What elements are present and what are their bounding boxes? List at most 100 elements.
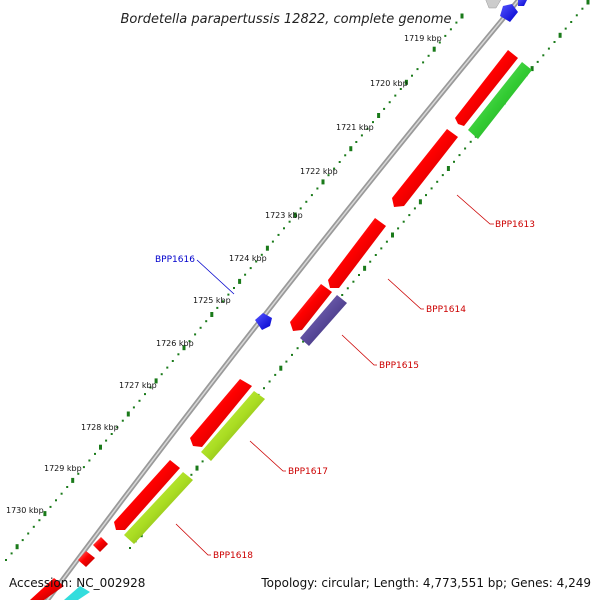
tick-label-1720: 1720 kbp bbox=[370, 79, 408, 88]
gene-label-bpp1614[interactable]: BPP1614 bbox=[426, 305, 466, 315]
inner-track-dot bbox=[385, 240, 388, 243]
tick-label-1723: 1723 kbp bbox=[265, 211, 303, 220]
outer-track-dot bbox=[427, 54, 430, 57]
inner-track-dot bbox=[296, 347, 299, 350]
outer-track-dot bbox=[422, 61, 425, 64]
outer-track-dot bbox=[221, 300, 224, 303]
inner-track-dot bbox=[268, 380, 271, 383]
outer-track-dot bbox=[154, 378, 158, 384]
outer-track-dot bbox=[388, 101, 391, 104]
outer-track-dot bbox=[399, 88, 402, 90]
gene-bpp1618-red[interactable] bbox=[114, 460, 180, 530]
tick-label-1726: 1726 kbp bbox=[156, 339, 194, 348]
inner-track-dot bbox=[581, 7, 584, 10]
gene-features bbox=[30, 0, 532, 600]
inner-track-dot bbox=[430, 187, 433, 190]
inner-track-dot bbox=[263, 387, 265, 390]
outer-track-dot bbox=[144, 393, 146, 396]
inner-track-dot bbox=[408, 214, 411, 217]
inner-track-dot bbox=[374, 254, 377, 256]
gene-red-small-1[interactable] bbox=[93, 537, 108, 552]
inner-track-dot bbox=[441, 174, 444, 177]
outer-track-dot bbox=[360, 134, 363, 137]
leader-bpp1616 bbox=[196, 259, 235, 295]
outer-track-dot bbox=[265, 245, 269, 251]
leader-bpp1613 bbox=[456, 194, 494, 225]
inner-track-dot bbox=[530, 66, 534, 72]
outer-track-dot bbox=[249, 267, 252, 270]
outer-track-dot bbox=[138, 399, 141, 402]
outer-track-dot bbox=[233, 287, 235, 289]
gene-green-1613[interactable] bbox=[468, 62, 532, 139]
outer-track-dot bbox=[288, 220, 291, 223]
outer-track-dot bbox=[205, 320, 208, 323]
outer-track-dot bbox=[71, 477, 75, 483]
genome-backbone-highlight bbox=[46, 0, 520, 600]
gene-bpp1613-b[interactable] bbox=[392, 129, 458, 207]
gene-label-bpp1615[interactable]: BPP1615 bbox=[379, 361, 419, 371]
gene-red-mid[interactable] bbox=[290, 284, 332, 331]
gene-label-bpp1613[interactable]: BPP1613 bbox=[495, 220, 535, 230]
leader-bpp1614 bbox=[387, 278, 424, 310]
gene-label-bpp1618[interactable]: BPP1618 bbox=[213, 551, 253, 561]
gene-bpp1614[interactable] bbox=[328, 218, 386, 288]
gene-cyan-bottom[interactable] bbox=[64, 586, 90, 600]
gene-red-small-2[interactable] bbox=[78, 551, 95, 567]
gene-feature-top-blue-2[interactable] bbox=[518, 0, 528, 6]
outer-track-dot bbox=[383, 107, 386, 110]
gene-purple-1615[interactable] bbox=[300, 295, 347, 346]
inner-track-dot bbox=[542, 54, 545, 57]
inner-track-dot bbox=[391, 232, 394, 238]
outer-track-dot bbox=[377, 113, 381, 118]
gene-bpp1617-red[interactable] bbox=[190, 379, 252, 447]
inner-track-dot bbox=[195, 465, 199, 471]
tick-label-1729: 1729 kbp bbox=[44, 464, 82, 473]
outer-track-dot bbox=[444, 34, 447, 37]
tick-labels: 1719 kbp 1720 kbp 1721 kbp 1722 kbp 1723… bbox=[6, 34, 442, 515]
inner-track-dot bbox=[291, 353, 293, 356]
inner-track-dot bbox=[570, 21, 573, 23]
outer-track-dot bbox=[460, 13, 464, 19]
tick-label-1721: 1721 kbp bbox=[336, 123, 374, 132]
gene-red-bottom[interactable] bbox=[30, 578, 64, 600]
leader-bpp1615 bbox=[341, 334, 377, 366]
inner-track-dot bbox=[358, 274, 360, 276]
gene-lime-1618[interactable] bbox=[124, 472, 193, 544]
tick-label-1727: 1727 kbp bbox=[119, 381, 157, 390]
outer-track-dot bbox=[49, 505, 52, 508]
inner-track-dot bbox=[402, 220, 405, 223]
leader-bpp1618 bbox=[175, 523, 211, 556]
inner-track-dot bbox=[274, 373, 277, 376]
gene-feature-top-blue[interactable] bbox=[500, 4, 518, 22]
outer-track-dot bbox=[244, 273, 247, 276]
outer-track-dot bbox=[394, 94, 397, 97]
outer-track-dot bbox=[21, 539, 24, 542]
outer-track-dot bbox=[182, 345, 186, 351]
outer-track-dot bbox=[66, 486, 69, 488]
gene-bpp1613-a[interactable] bbox=[455, 50, 518, 126]
gene-label-bpp1616[interactable]: BPP1616 bbox=[155, 255, 195, 265]
outer-track-dot bbox=[416, 68, 419, 71]
outer-track-dot bbox=[5, 559, 7, 561]
inner-track-dot bbox=[285, 360, 288, 363]
inner-track-dot bbox=[536, 60, 539, 63]
gene-feature-top-grey[interactable] bbox=[485, 0, 502, 9]
outer-track-dot bbox=[88, 459, 91, 462]
gene-label-bpp1617[interactable]: BPP1617 bbox=[288, 467, 328, 477]
inner-track-dot bbox=[469, 140, 472, 143]
outer-track-dot bbox=[110, 433, 113, 435]
outer-track-dot bbox=[293, 212, 297, 218]
outer-track-dot bbox=[355, 141, 358, 143]
outer-track-dot bbox=[438, 41, 441, 44]
outer-track-dot bbox=[38, 519, 41, 522]
outer-track-dot bbox=[94, 452, 96, 455]
outer-track-dot bbox=[160, 373, 163, 376]
outer-track-dot bbox=[171, 360, 174, 362]
inner-track-dot bbox=[380, 247, 383, 250]
inner-track-dot bbox=[279, 365, 283, 371]
outer-track-dot bbox=[271, 240, 274, 243]
label-leaders bbox=[175, 194, 494, 556]
gene-feature-small-blue[interactable] bbox=[255, 313, 272, 330]
gene-lime-1617[interactable] bbox=[201, 391, 265, 461]
inner-track-dot bbox=[464, 147, 467, 150]
